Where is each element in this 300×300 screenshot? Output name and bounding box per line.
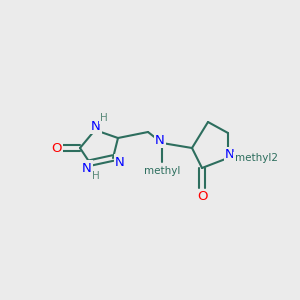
Text: H: H: [92, 171, 100, 181]
Text: H: H: [100, 113, 108, 123]
Text: methyl: methyl: [144, 166, 180, 176]
Text: O: O: [198, 190, 208, 203]
Text: N: N: [225, 148, 235, 161]
Text: N: N: [91, 119, 101, 133]
Text: methyl2: methyl2: [235, 153, 278, 163]
Text: N: N: [115, 155, 125, 169]
Text: N: N: [155, 134, 165, 146]
Text: O: O: [51, 142, 61, 154]
Text: N: N: [82, 161, 92, 175]
